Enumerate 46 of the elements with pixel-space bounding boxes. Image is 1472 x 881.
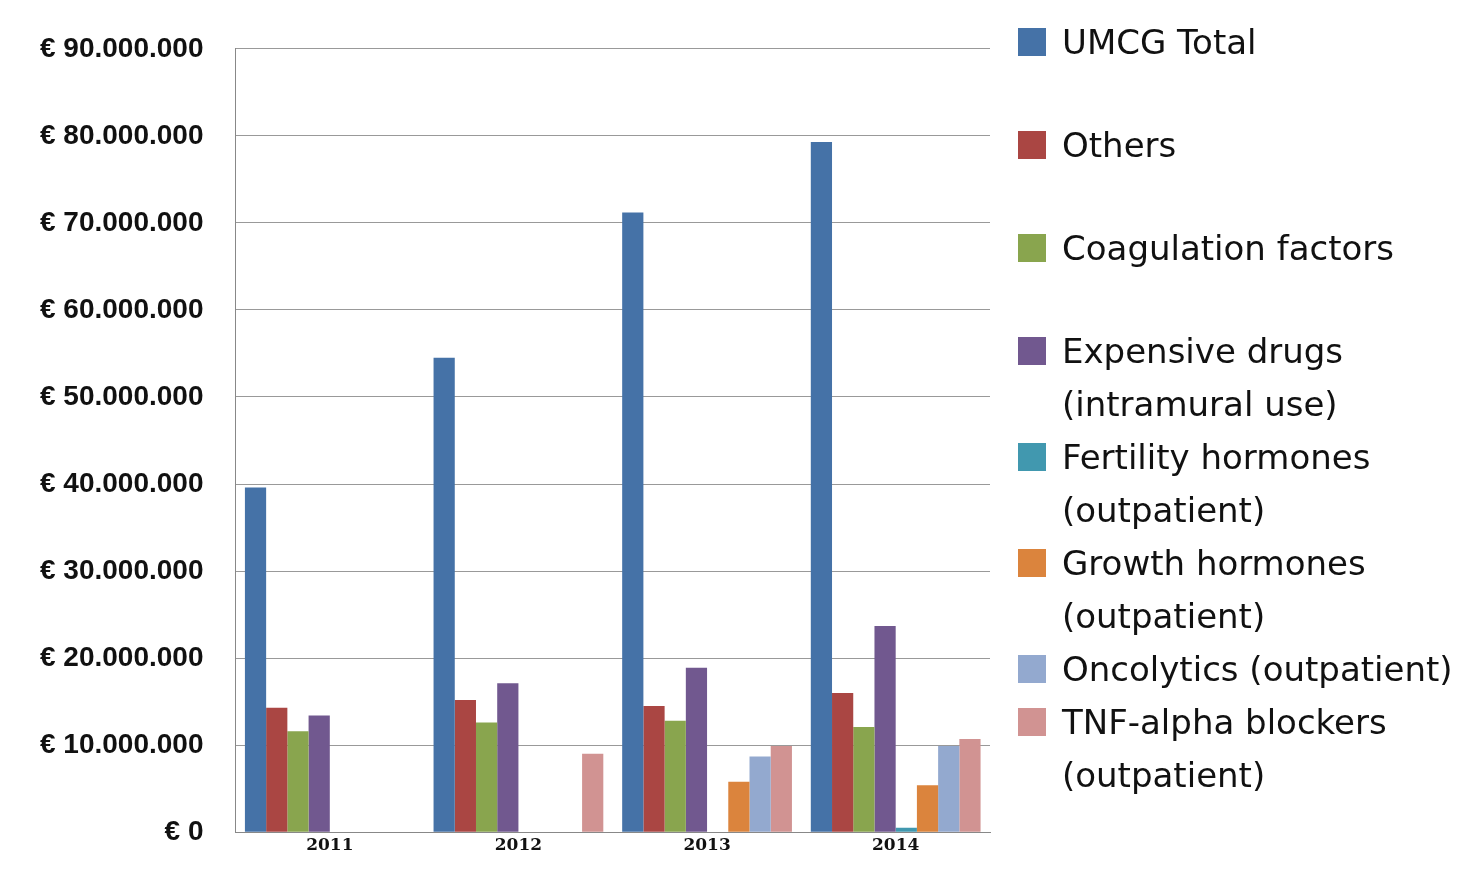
y-tick-label: € 10.000.000 [39, 727, 204, 759]
y-tick-label: € 30.000.000 [39, 553, 204, 585]
bar [832, 692, 854, 832]
y-tick-label: € 50.000.000 [39, 379, 204, 411]
legend-label: TNF-alpha blockers (outpatient) [1062, 701, 1388, 797]
bar [959, 739, 981, 832]
y-tick-label: € 90.000.000 [39, 31, 204, 63]
y-tick-label: € 80.000.000 [39, 118, 204, 150]
y-tick-label: € 70.000.000 [39, 205, 204, 237]
x-tick-label: 2012 [494, 833, 543, 854]
bar [810, 141, 833, 832]
y-tick-label: € 20.000.000 [39, 640, 204, 672]
x-tick-label: 2011 [306, 833, 354, 854]
bar [308, 715, 330, 832]
legend-label: Expensive drugs (intramural use) [1062, 330, 1345, 426]
x-tick-label: 2013 [683, 833, 731, 854]
x-tick-label: 2014 [872, 833, 920, 854]
legend-label: Oncolytics (outpatient) [1062, 648, 1453, 691]
y-tick-label: € 40.000.000 [39, 466, 204, 498]
bar [244, 487, 267, 832]
bar [497, 683, 519, 832]
bar [853, 726, 875, 832]
bar [287, 731, 309, 832]
bar [664, 720, 686, 832]
bar [770, 746, 792, 832]
bar [916, 785, 939, 832]
legend-label: Fertility hormones (outpatient) [1062, 436, 1372, 532]
bar [643, 705, 665, 832]
legend-label: Growth hormones (outpatient) [1062, 542, 1367, 638]
legend-label: Others [1062, 124, 1177, 167]
legend-label: UMCG Total [1062, 21, 1257, 64]
bar [874, 625, 896, 832]
y-tick-label: € 0 [164, 814, 204, 846]
bar [433, 357, 455, 832]
bar [622, 212, 644, 832]
legend-label: Coagulation factors [1062, 227, 1395, 270]
bar [454, 699, 476, 832]
bar [475, 722, 498, 832]
bar [685, 667, 708, 832]
bar [266, 707, 288, 832]
bar [728, 781, 750, 832]
bar [749, 756, 771, 832]
bar [895, 827, 917, 832]
y-tick-label: € 60.000.000 [39, 292, 204, 324]
bar [938, 746, 960, 832]
bar [582, 753, 604, 832]
